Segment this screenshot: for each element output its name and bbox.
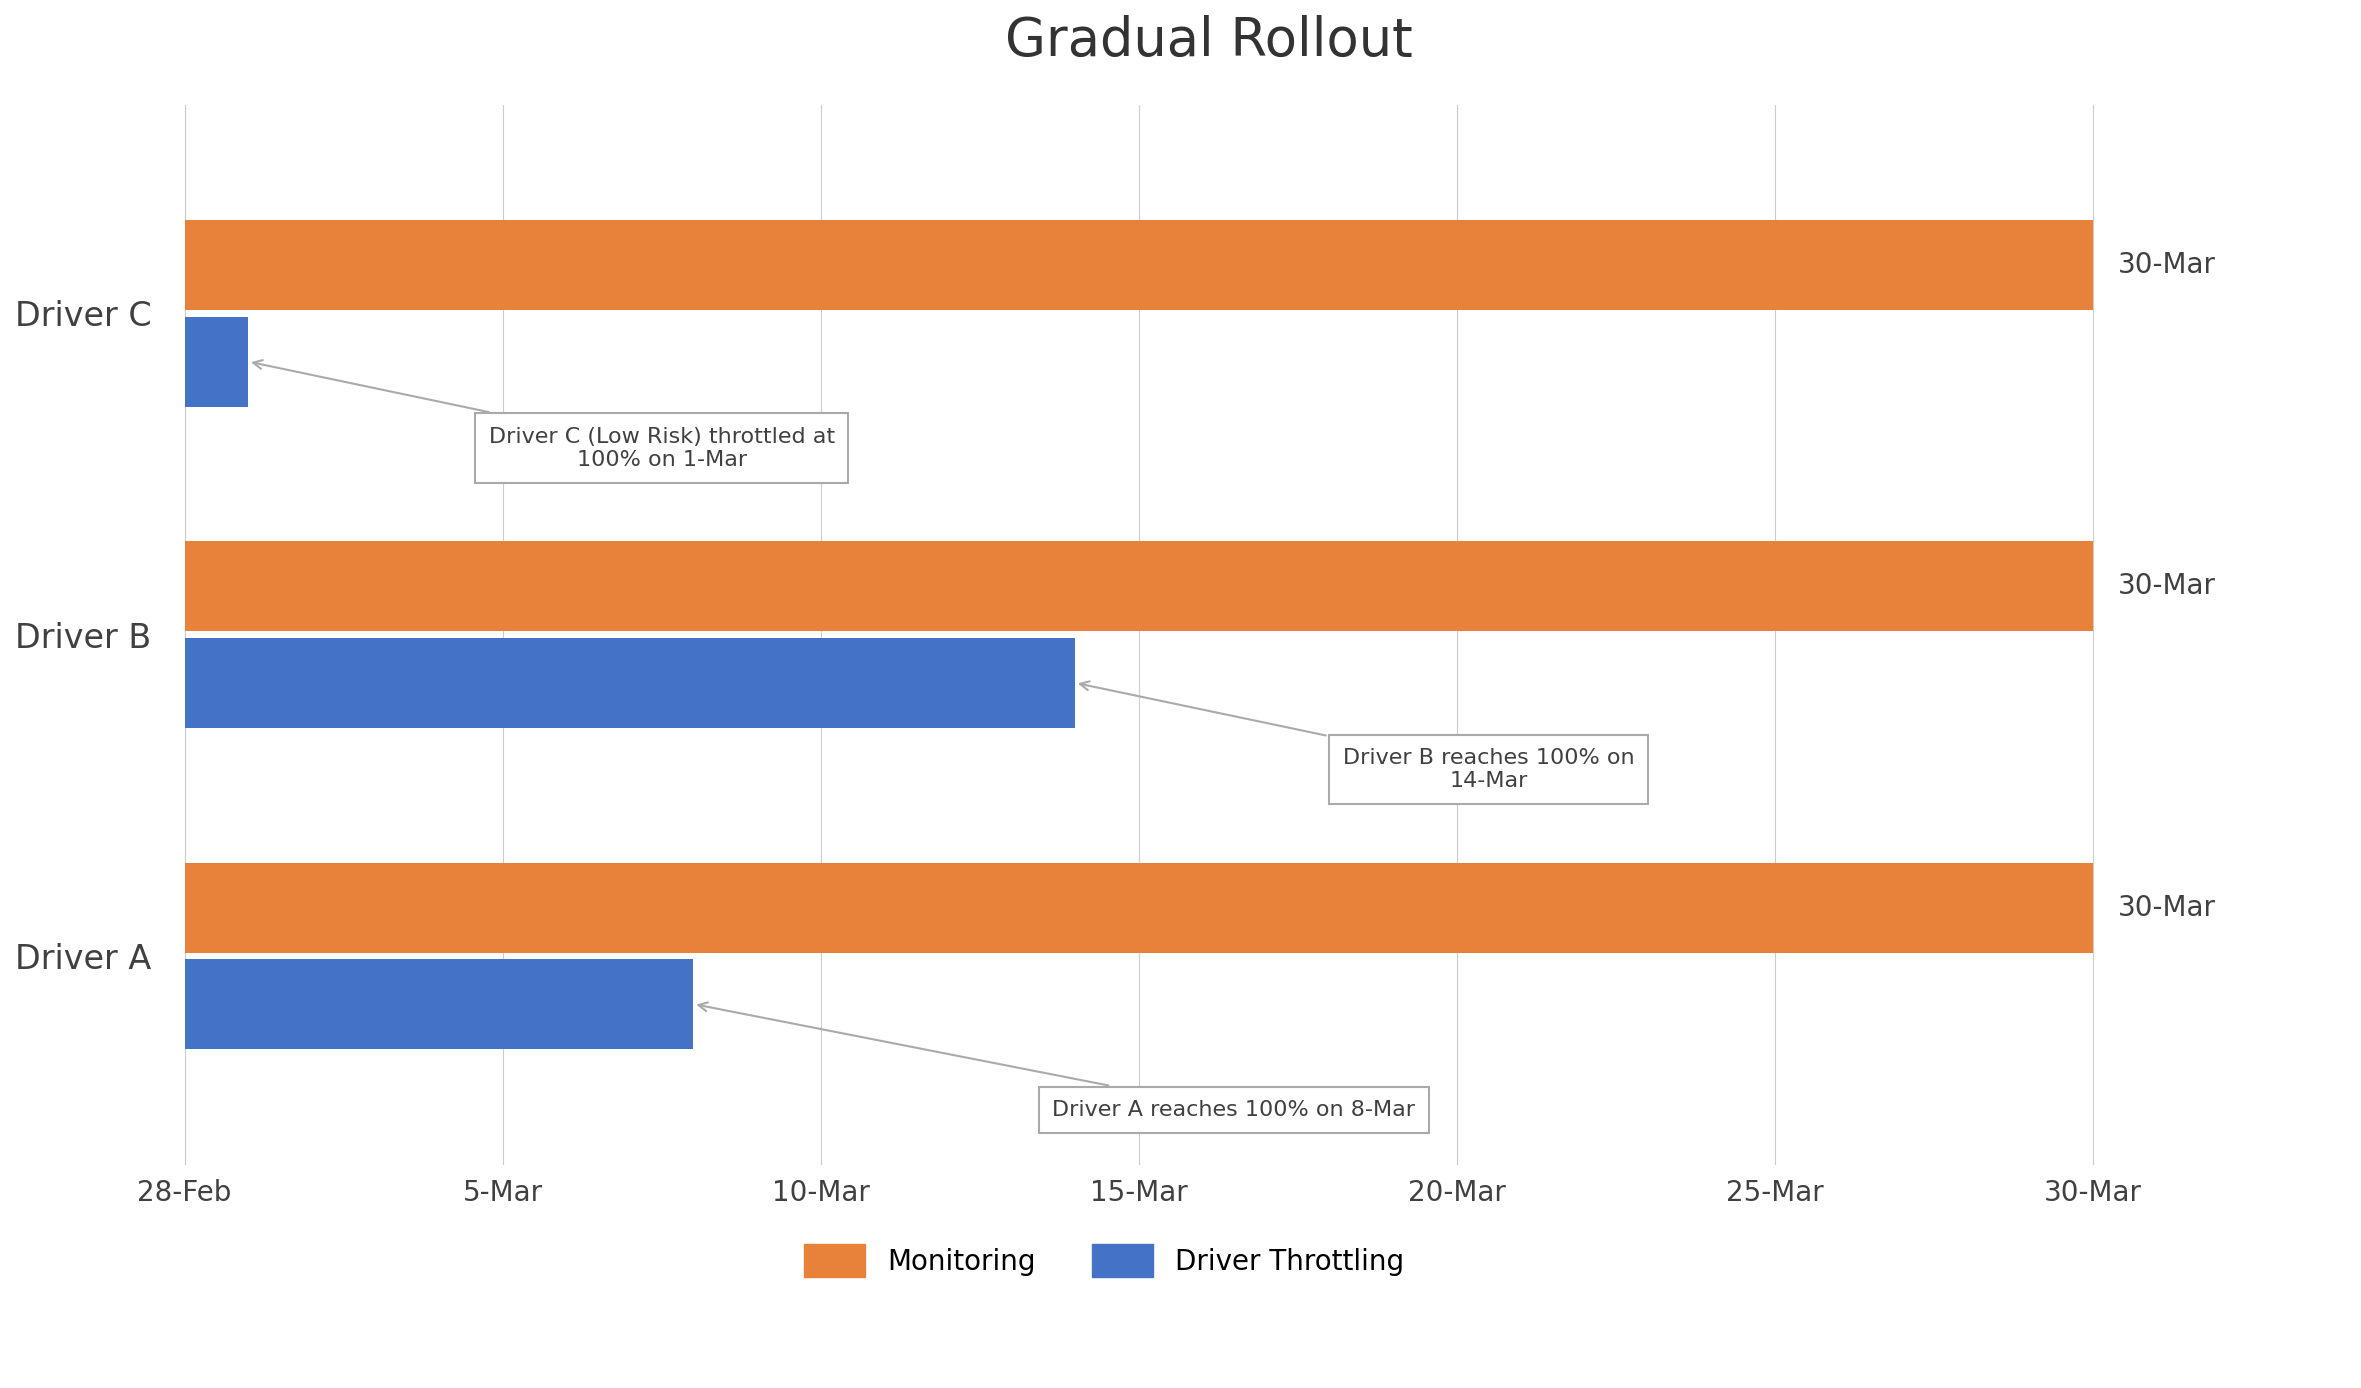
Bar bbox=[184, 638, 1074, 727]
Text: 30-Mar: 30-Mar bbox=[2118, 894, 2217, 922]
Text: 30-Mar: 30-Mar bbox=[2118, 572, 2217, 601]
Bar bbox=[184, 221, 2092, 310]
Text: 30-Mar: 30-Mar bbox=[2118, 251, 2217, 279]
Title: Gradual Rollout: Gradual Rollout bbox=[1006, 15, 1412, 67]
Text: Driver B reaches 100% on
14-Mar: Driver B reaches 100% on 14-Mar bbox=[1079, 682, 1634, 791]
Legend: Monitoring, Driver Throttling: Monitoring, Driver Throttling bbox=[793, 1233, 1414, 1288]
Text: Driver A reaches 100% on 8-Mar: Driver A reaches 100% on 8-Mar bbox=[699, 1002, 1417, 1120]
Bar bbox=[184, 316, 248, 407]
Text: Driver C (Low Risk) throttled at
100% on 1-Mar: Driver C (Low Risk) throttled at 100% on… bbox=[253, 359, 836, 471]
Bar bbox=[184, 863, 2092, 952]
Bar bbox=[184, 959, 694, 1049]
Bar bbox=[184, 541, 2092, 632]
